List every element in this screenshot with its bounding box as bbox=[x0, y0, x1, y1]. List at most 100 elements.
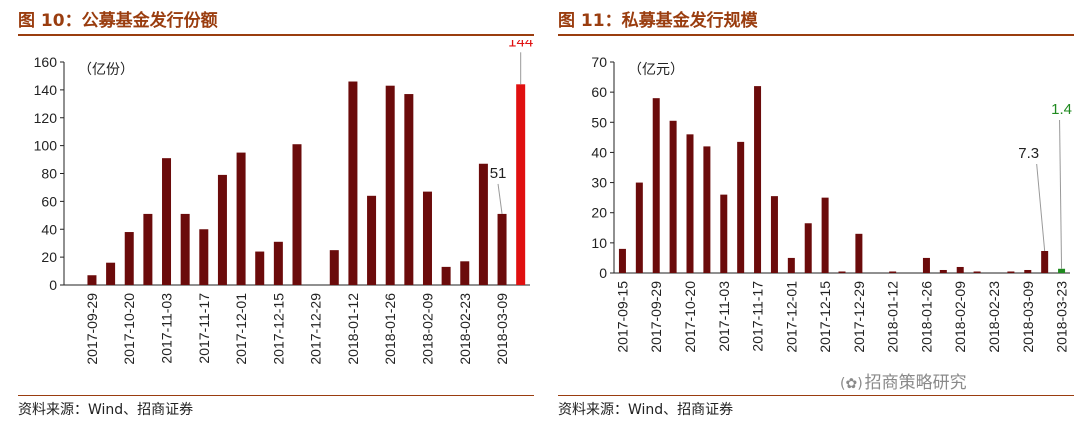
left-x-tick-label: 2018-02-09 bbox=[419, 293, 435, 365]
right-y-tick-label: 50 bbox=[591, 114, 607, 130]
right-y-tick-label: 40 bbox=[591, 144, 607, 160]
left-bar bbox=[497, 213, 507, 285]
left-x-tick-label: 2017-12-29 bbox=[308, 293, 324, 365]
left-chart-panel: 图 10：公募基金发行份额 0 20 40 60 80 100 120 140 160 （亿份） 2… bbox=[18, 11, 534, 418]
right-x-tick-label: 2017-10-20 bbox=[682, 281, 698, 353]
right-bar bbox=[686, 134, 694, 273]
right-bar bbox=[770, 196, 778, 273]
left-bar bbox=[441, 266, 451, 285]
left-x-tick-label: 2017-10-20 bbox=[121, 293, 137, 365]
left-figure-title: 图 10：公募基金发行份额 bbox=[18, 11, 218, 31]
right-y-tick-label: 60 bbox=[591, 84, 607, 100]
right-x-tick-label: 2018-03-09 bbox=[1020, 281, 1036, 353]
left-x-tick-label: 2017-11-17 bbox=[196, 293, 212, 364]
left-y-tick-label: 80 bbox=[41, 166, 57, 182]
right-x-tick-label: 2017-11-17 bbox=[750, 281, 766, 352]
right-bar bbox=[720, 194, 728, 273]
watermark-text: 招商策略研究 bbox=[864, 373, 967, 393]
left-x-tick-label: 2017-11-03 bbox=[159, 293, 175, 364]
left-bar bbox=[478, 163, 488, 285]
left-x-tick-label: 2017-09-29 bbox=[84, 293, 100, 365]
right-bar bbox=[703, 146, 711, 273]
right-bar-chart: 0 10 20 30 40 50 60 70 （亿元） 2017-09-15 2017-09-29 2… bbox=[591, 54, 1072, 353]
right-annotation-leader bbox=[1059, 119, 1063, 269]
left-bar bbox=[124, 232, 134, 285]
right-bar bbox=[787, 257, 795, 273]
right-bar bbox=[855, 233, 863, 273]
left-bar-chart: 0 20 40 60 80 100 120 140 160 （亿份） 2017-09-29 2017-… bbox=[34, 40, 534, 365]
left-bar bbox=[180, 213, 190, 285]
wechat-icon: (✿) bbox=[840, 376, 863, 392]
left-x-tick-label: 2018-03-09 bbox=[494, 293, 510, 365]
left-bar bbox=[87, 275, 97, 285]
right-bar bbox=[618, 248, 626, 273]
right-bar bbox=[821, 197, 829, 273]
right-bar bbox=[1024, 269, 1032, 273]
left-y-tick-label: 160 bbox=[34, 54, 58, 70]
left-x-tick-label: 2018-01-12 bbox=[345, 293, 361, 365]
right-x-tick-label: 2017-11-03 bbox=[716, 281, 732, 352]
right-bar bbox=[1007, 271, 1015, 273]
right-y-tick-label: 70 bbox=[591, 54, 607, 70]
right-bar bbox=[939, 269, 947, 273]
left-bar bbox=[199, 229, 209, 285]
left-y-tick-label: 40 bbox=[41, 221, 57, 237]
left-y-tick-label: 0 bbox=[49, 277, 57, 293]
right-y-tick-label: 0 bbox=[599, 265, 607, 281]
right-bar bbox=[804, 223, 812, 273]
left-bar bbox=[404, 94, 414, 286]
left-unit-label: （亿份） bbox=[78, 62, 134, 78]
right-x-tick-label: 2018-03-23 bbox=[1054, 281, 1070, 353]
left-bar bbox=[106, 262, 116, 285]
right-bar bbox=[737, 141, 745, 273]
left-bottom-rule bbox=[18, 395, 534, 396]
right-annotation-leader bbox=[1036, 163, 1046, 252]
right-x-tick-label: 2017-09-29 bbox=[648, 281, 664, 353]
left-data-label: 144 bbox=[508, 40, 533, 50]
right-figure-title: 图 11：私募基金发行规模 bbox=[558, 11, 758, 31]
right-y-tick-label: 20 bbox=[591, 205, 607, 221]
left-x-tick-label: 2018-01-26 bbox=[382, 293, 398, 365]
left-bar bbox=[460, 261, 470, 285]
left-bar bbox=[273, 241, 283, 285]
left-y-tick-label: 120 bbox=[34, 110, 58, 126]
right-bar bbox=[889, 271, 897, 273]
left-source-note: 资料来源：Wind、招商证券 bbox=[18, 402, 194, 418]
left-y-tick-label: 20 bbox=[41, 249, 57, 265]
left-bar bbox=[348, 81, 358, 285]
watermark: (✿) 招商策略研究 bbox=[840, 368, 967, 393]
right-x-tick-label: 2017-12-01 bbox=[783, 281, 799, 353]
left-bar bbox=[516, 84, 526, 285]
right-bar bbox=[838, 271, 846, 273]
right-x-tick-label: 2018-02-09 bbox=[952, 281, 968, 353]
left-annotation-leader bbox=[497, 183, 503, 214]
left-data-label: 51 bbox=[490, 165, 507, 182]
right-x-tick-label: 2018-01-12 bbox=[885, 281, 901, 353]
right-bottom-rule bbox=[558, 395, 1074, 396]
left-x-tick-label: 2017-12-01 bbox=[233, 293, 249, 365]
left-bar bbox=[217, 174, 227, 285]
right-data-label: 1.4 bbox=[1051, 101, 1072, 118]
left-y-tick-label: 140 bbox=[34, 82, 58, 98]
right-x-tick-label: 2017-12-15 bbox=[817, 281, 833, 353]
right-chart-panel: 图 11：私募基金发行规模 0 10 20 30 40 50 60 70 （亿元） 2017-09… bbox=[540, 0, 1080, 428]
left-title-rule bbox=[18, 34, 534, 36]
right-bar bbox=[922, 257, 930, 273]
right-unit-label: （亿元） bbox=[628, 62, 684, 78]
left-bar bbox=[292, 144, 302, 285]
right-x-tick-label: 2018-02-23 bbox=[986, 281, 1002, 353]
right-bar bbox=[973, 271, 981, 273]
right-bar bbox=[669, 120, 677, 274]
right-source-note: 资料来源：Wind、招商证券 bbox=[558, 402, 734, 418]
right-data-label: 7.3 bbox=[1018, 145, 1039, 162]
right-x-tick-label: 2018-01-26 bbox=[918, 281, 934, 353]
left-bar bbox=[422, 191, 432, 285]
left-y-tick-label: 60 bbox=[41, 193, 57, 209]
left-bar bbox=[255, 251, 265, 285]
right-bar bbox=[956, 266, 964, 273]
right-y-tick-label: 30 bbox=[591, 175, 607, 191]
left-x-tick-label: 2018-02-23 bbox=[457, 293, 473, 365]
left-bar bbox=[329, 250, 339, 285]
left-x-tick-label: 2017-12-15 bbox=[270, 293, 286, 365]
left-bar bbox=[162, 158, 172, 285]
